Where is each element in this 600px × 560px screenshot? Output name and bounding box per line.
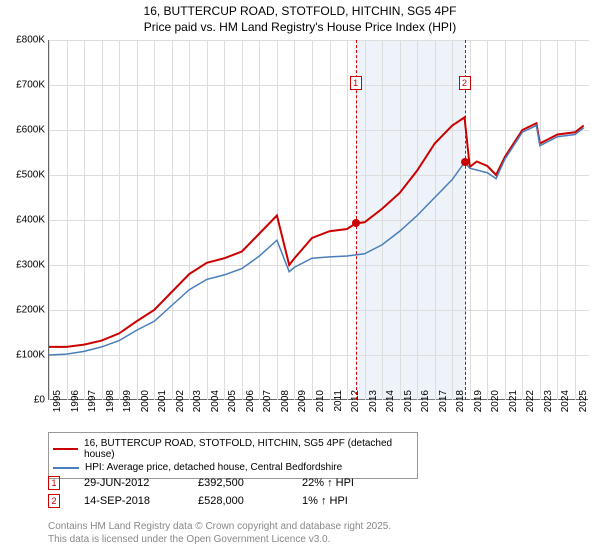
y-axis-label: £800K (7, 35, 45, 46)
legend-swatch-hpi (53, 467, 79, 469)
chart-lines (49, 40, 589, 400)
tx-change: 22% ↑ HPI (302, 477, 354, 489)
marker-dot (461, 158, 469, 166)
chart-legend: 16, BUTTERCUP ROAD, STOTFOLD, HITCHIN, S… (48, 432, 418, 479)
tx-price: £528,000 (198, 495, 278, 507)
legend-item-hpi: HPI: Average price, detached house, Cent… (53, 461, 413, 474)
chart-footer: Contains HM Land Registry data © Crown c… (48, 520, 391, 546)
title-line-2: Price paid vs. HM Land Registry's House … (0, 20, 600, 36)
series-price_paid (49, 117, 584, 347)
legend-label: HPI: Average price, detached house, Cent… (85, 462, 342, 473)
y-axis-label: £600K (7, 125, 45, 136)
legend-label: 16, BUTTERCUP ROAD, STOTFOLD, HITCHIN, S… (84, 438, 413, 460)
tx-change: 1% ↑ HPI (302, 495, 348, 507)
marker-dot (352, 219, 360, 227)
title-line-1: 16, BUTTERCUP ROAD, STOTFOLD, HITCHIN, S… (0, 4, 600, 20)
tx-marker-number: 2 (51, 496, 56, 506)
footer-line-2: This data is licensed under the Open Gov… (48, 533, 391, 546)
y-axis-label: £200K (7, 305, 45, 316)
transaction-row: 1 29-JUN-2012 £392,500 22% ↑ HPI (48, 474, 354, 492)
marker-box: 2 (459, 76, 471, 90)
marker-line (465, 40, 466, 400)
footer-line-1: Contains HM Land Registry data © Crown c… (48, 520, 391, 533)
transaction-row: 2 14-SEP-2018 £528,000 1% ↑ HPI (48, 492, 354, 510)
tx-marker-number: 1 (51, 478, 56, 488)
y-axis-label: £700K (7, 80, 45, 91)
transaction-marker-icon: 2 (48, 494, 60, 508)
transaction-table: 1 29-JUN-2012 £392,500 22% ↑ HPI 2 14-SE… (48, 474, 354, 510)
chart-container: 16, BUTTERCUP ROAD, STOTFOLD, HITCHIN, S… (0, 0, 600, 560)
legend-swatch-price-paid (53, 448, 78, 450)
chart-title: 16, BUTTERCUP ROAD, STOTFOLD, HITCHIN, S… (0, 0, 600, 35)
tx-date: 29-JUN-2012 (84, 477, 174, 489)
y-axis-label: £100K (7, 350, 45, 361)
tx-date: 14-SEP-2018 (84, 495, 174, 507)
y-axis-label: £500K (7, 170, 45, 181)
legend-item-price-paid: 16, BUTTERCUP ROAD, STOTFOLD, HITCHIN, S… (53, 437, 413, 461)
tx-price: £392,500 (198, 477, 278, 489)
chart-plot-area: £0£100K£200K£300K£400K£500K£600K£700K£80… (48, 40, 588, 400)
y-axis-label: £300K (7, 260, 45, 271)
marker-box: 1 (350, 76, 362, 90)
y-axis-label: £0 (7, 395, 45, 406)
transaction-marker-icon: 1 (48, 476, 60, 490)
y-axis-label: £400K (7, 215, 45, 226)
